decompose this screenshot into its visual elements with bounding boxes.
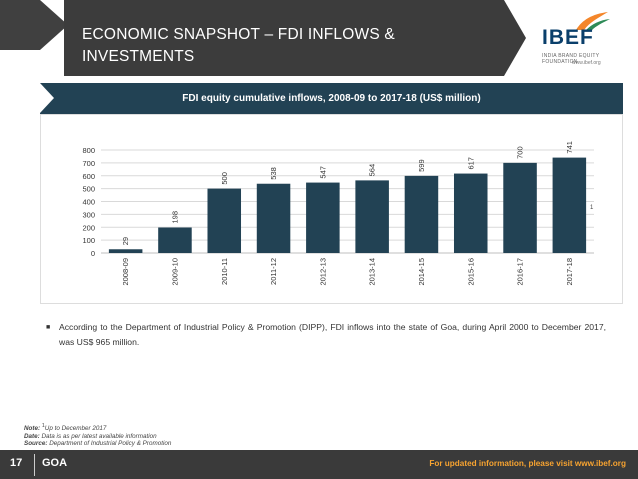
- footer-bar: [0, 450, 638, 479]
- note-text: Up to December 2017: [44, 425, 107, 433]
- bar: [355, 180, 389, 253]
- page-title: ECONOMIC SNAPSHOT – FDI INFLOWS & INVEST…: [82, 24, 492, 68]
- x-tick-label: 2016-17: [516, 258, 525, 286]
- x-tick-label: 2013-14: [368, 258, 377, 286]
- date-text: Data is as per latest available informat…: [41, 432, 157, 440]
- footer-divider: [34, 454, 35, 476]
- chart-header-notch: [40, 83, 54, 113]
- y-tick-label: 100: [82, 236, 95, 245]
- chart-title: FDI equity cumulative inflows, 2008-09 t…: [182, 93, 481, 104]
- bar: [207, 188, 242, 253]
- x-tick-label: 2012-13: [318, 258, 327, 286]
- y-tick-label: 500: [82, 185, 95, 194]
- bar: [552, 157, 587, 253]
- note-label: Note:: [24, 425, 41, 433]
- data-label: 617: [466, 157, 475, 170]
- ibef-logo: IBEF INDIA BRAND EQUITY FOUNDATION www.i…: [542, 12, 634, 70]
- data-label: 547: [318, 166, 327, 179]
- y-tick-label: 600: [82, 172, 95, 181]
- header-chevron: [40, 0, 68, 50]
- note-superscript: 1: [41, 423, 45, 429]
- x-tick-label: 2008-09: [121, 258, 130, 286]
- source-label: Source:: [24, 440, 48, 448]
- bullet-text: According to the Department of Industria…: [59, 322, 606, 347]
- bar: [108, 249, 143, 253]
- title-bar-arrow: [504, 0, 526, 76]
- footer-website-note: For updated information, please visit ww…: [429, 459, 626, 468]
- source-line: Source: Department of Industrial Policy …: [24, 440, 171, 448]
- chart-container: 0 100 200 300 400 500 600 700 800 29 2008-09 198 200…: [40, 114, 623, 304]
- y-tick-label: 700: [82, 159, 95, 168]
- bar: [306, 182, 340, 253]
- bar-chart: 0 100 200 300 400 500 600 700 800 29 2008-09 198 200…: [82, 141, 594, 286]
- logo-url: www.ibef.org: [572, 60, 601, 66]
- bar: [158, 227, 192, 253]
- data-label: 538: [269, 167, 278, 180]
- y-tick-label: 0: [91, 249, 95, 258]
- note-line: Note: 1Up to December 2017: [24, 423, 171, 433]
- x-tick-label: 2009-10: [170, 258, 179, 286]
- state-name: GOA: [42, 457, 68, 469]
- x-tick-label: 2015-16: [466, 258, 475, 286]
- chart-footnote-marker: 1: [590, 205, 594, 211]
- bullet-point: ■ According to the Department of Industr…: [46, 320, 606, 350]
- notes-block: Note: 1Up to December 2017 Date: Data is…: [24, 423, 171, 448]
- x-tick-label: 2017-18: [565, 258, 574, 286]
- bar: [453, 173, 488, 253]
- data-label: 198: [170, 211, 179, 224]
- y-tick-label: 800: [82, 146, 95, 155]
- data-label: 29: [121, 237, 130, 245]
- bar: [256, 183, 291, 253]
- page-title-line1: ECONOMIC SNAPSHOT – FDI INFLOWS &: [82, 26, 395, 43]
- data-label: 599: [417, 159, 426, 172]
- date-label: Date:: [24, 432, 40, 440]
- data-label: 564: [368, 164, 377, 177]
- chart-header-bar: [40, 83, 623, 114]
- header-corner-block: [0, 0, 40, 50]
- bullet-square-icon: ■: [46, 324, 51, 331]
- logo-bird-icon: [576, 12, 610, 30]
- y-tick-label: 300: [82, 210, 95, 219]
- logo-name: IBEF: [542, 26, 594, 49]
- title-bar: [64, 0, 504, 76]
- data-label: 741: [565, 141, 574, 154]
- logo-tagline: INDIA BRAND EQUITY FOUNDATION: [542, 53, 600, 65]
- date-line: Date: Data is as per latest available in…: [24, 433, 171, 441]
- page-title-line2: INVESTMENTS: [82, 48, 195, 65]
- page-number: 17: [10, 457, 23, 469]
- x-tick-label: 2010-11: [220, 258, 229, 285]
- bar: [503, 162, 537, 253]
- source-text: Department of Industrial Policy & Promot…: [49, 440, 172, 448]
- y-tick-label: 400: [82, 198, 95, 207]
- x-tick-label: 2011-12: [269, 258, 278, 285]
- data-label: 700: [516, 146, 525, 159]
- data-label: 500: [220, 172, 229, 185]
- bar: [404, 175, 439, 253]
- y-tick-label: 200: [82, 223, 95, 232]
- x-tick-label: 2014-15: [417, 258, 426, 286]
